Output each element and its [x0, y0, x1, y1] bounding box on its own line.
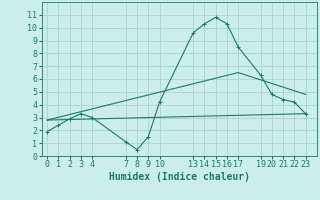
X-axis label: Humidex (Indice chaleur): Humidex (Indice chaleur) [109, 172, 250, 182]
